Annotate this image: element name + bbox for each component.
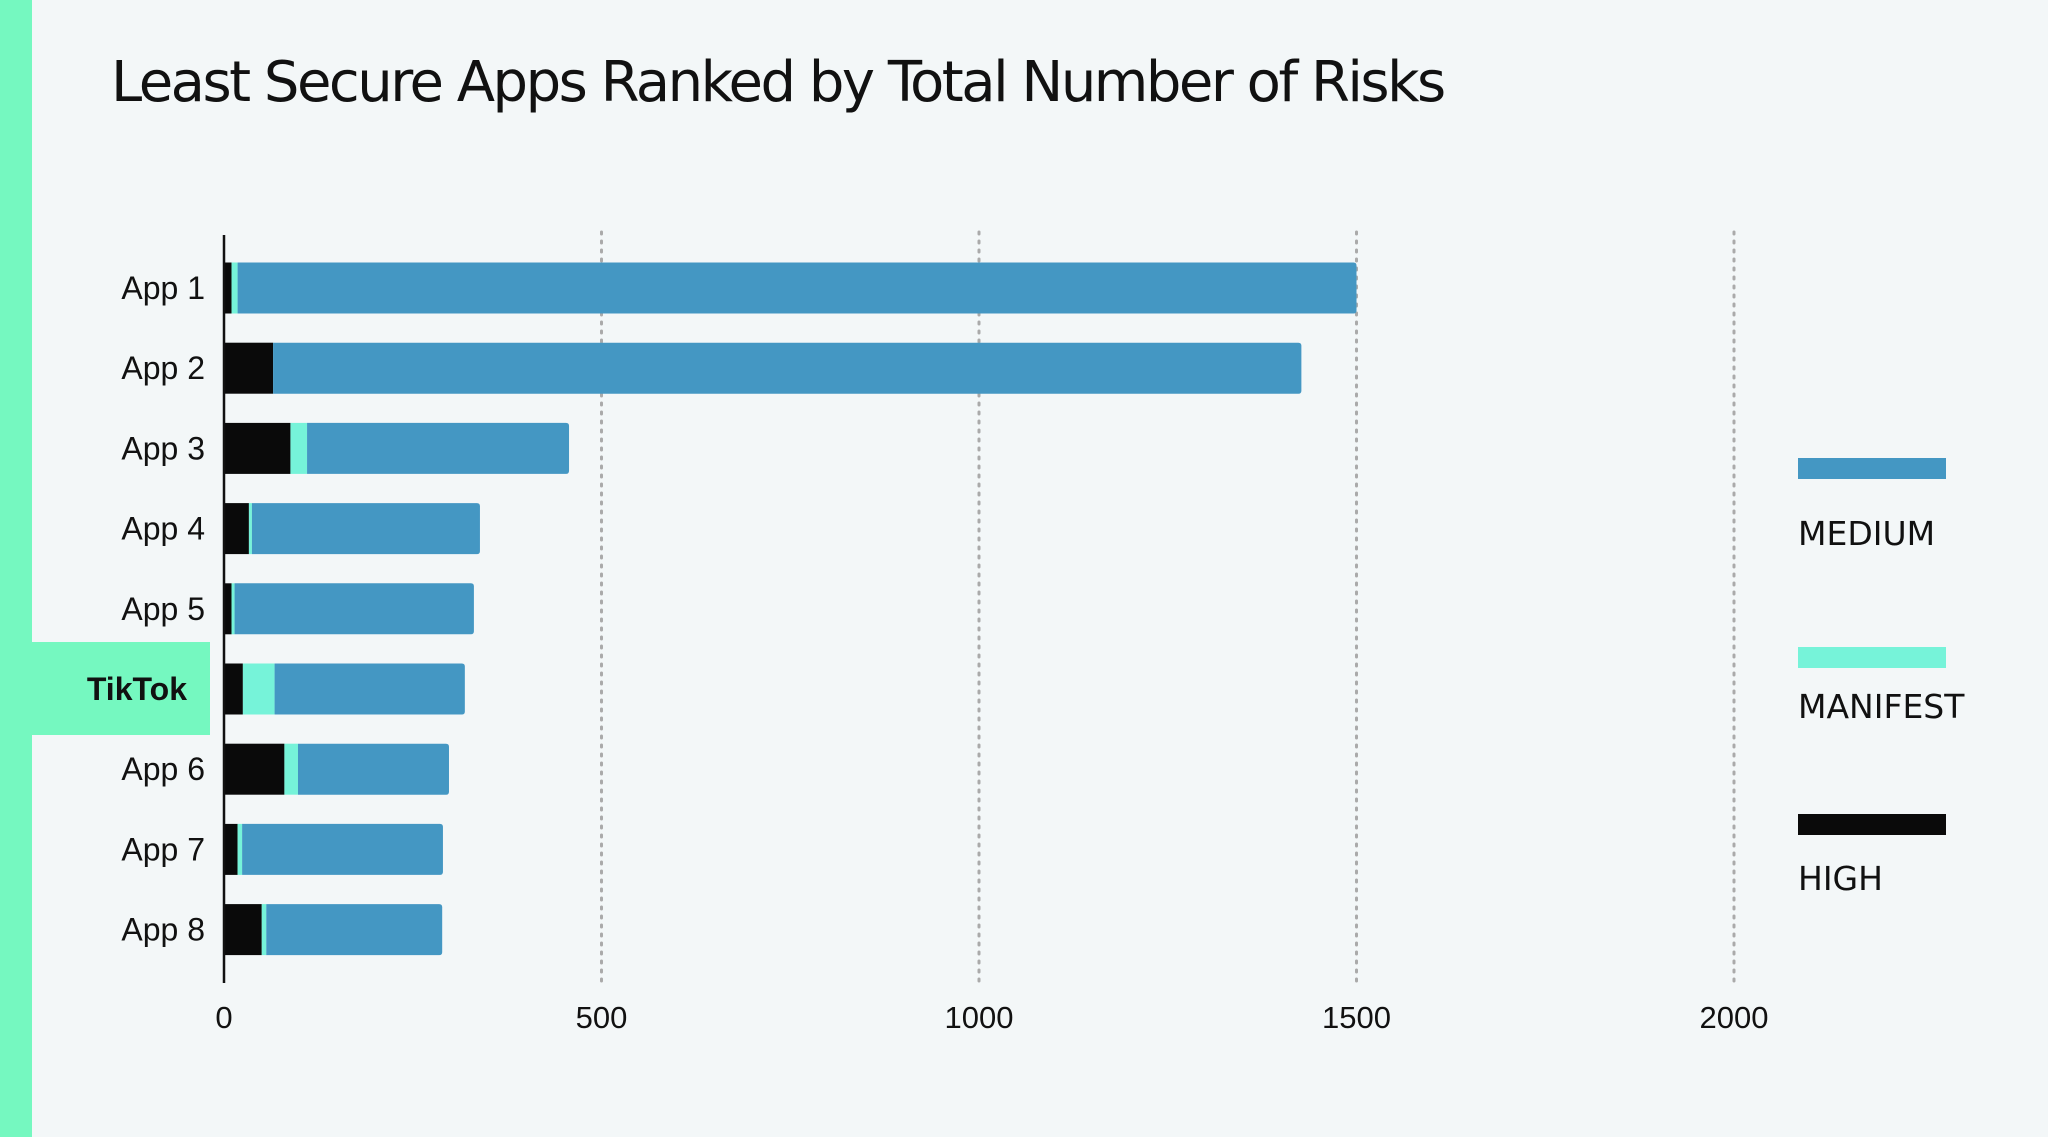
legend-label-medium: MEDIUM (1798, 514, 1935, 553)
bar-app-1-high (224, 262, 232, 314)
bar-app-3-manifest (290, 422, 308, 474)
legend: MEDIUM MANIFEST HIGH (1798, 458, 1965, 898)
legend-swatch-medium (1798, 458, 1946, 479)
x-tick-label-2000: 2000 (1700, 1000, 1769, 1035)
labels: 0 500 1000 1500 2000 App 1 App 2 App 3 App 4 App … (87, 270, 1769, 1035)
x-tick-label-0: 0 (215, 1000, 232, 1035)
x-tick-label-1000: 1000 (945, 1000, 1014, 1035)
legend-label-high: HIGH (1798, 859, 1883, 898)
bar-app-7-high (224, 823, 238, 875)
y-category-label-tiktok: TikTok (87, 671, 187, 707)
accent-bar (0, 0, 32, 1137)
bar-app-6-manifest (284, 743, 298, 795)
x-tick-label-500: 500 (576, 1000, 628, 1035)
bar-app-2-medium (273, 342, 1302, 394)
y-category-label-app-3: App 3 (121, 430, 205, 466)
bar-app-8-high (224, 904, 262, 956)
legend-swatch-high (1798, 814, 1946, 835)
y-category-label-app-1: App 1 (121, 270, 205, 306)
bar-tiktok-manifest (242, 663, 275, 715)
bar-app-4-manifest (248, 503, 252, 555)
bar-app-1-manifest (231, 262, 238, 314)
bar-app-6-medium (297, 743, 449, 795)
bar-app-3-medium (307, 422, 570, 474)
bar-app-8-medium (266, 904, 443, 956)
y-category-label-app-8: App 8 (121, 912, 205, 948)
bar-app-5-medium (234, 583, 474, 635)
x-tick-label-1500: 1500 (1322, 1000, 1391, 1035)
y-category-label-app-7: App 7 (121, 831, 205, 867)
bar-app-7-manifest (237, 823, 243, 875)
bar-app-2-high (224, 342, 274, 394)
y-category-label-app-2: App 2 (121, 350, 205, 386)
bar-app-5-high (224, 583, 232, 635)
bar-app-1-medium (237, 262, 1357, 314)
bar-app-8-manifest (261, 904, 267, 956)
y-category-label-app-4: App 4 (121, 511, 205, 547)
bar-tiktok-high (224, 663, 243, 715)
tiktok-highlight-box (32, 642, 210, 735)
bars (224, 262, 1357, 956)
bar-app-6-high (224, 743, 285, 795)
y-category-label-app-6: App 6 (121, 751, 205, 787)
bar-app-7-medium (242, 823, 443, 875)
bar-app-5-manifest (231, 583, 235, 635)
y-category-label-app-5: App 5 (121, 591, 205, 627)
chart-title: Least Secure Apps Ranked by Total Number… (111, 50, 1446, 115)
bar-tiktok-medium (274, 663, 465, 715)
bar-app-3-high (224, 422, 291, 474)
bar-app-4-high (224, 503, 249, 555)
legend-label-manifest: MANIFEST (1798, 687, 1965, 726)
bar-app-4-medium (251, 503, 480, 555)
legend-swatch-manifest (1798, 647, 1946, 668)
